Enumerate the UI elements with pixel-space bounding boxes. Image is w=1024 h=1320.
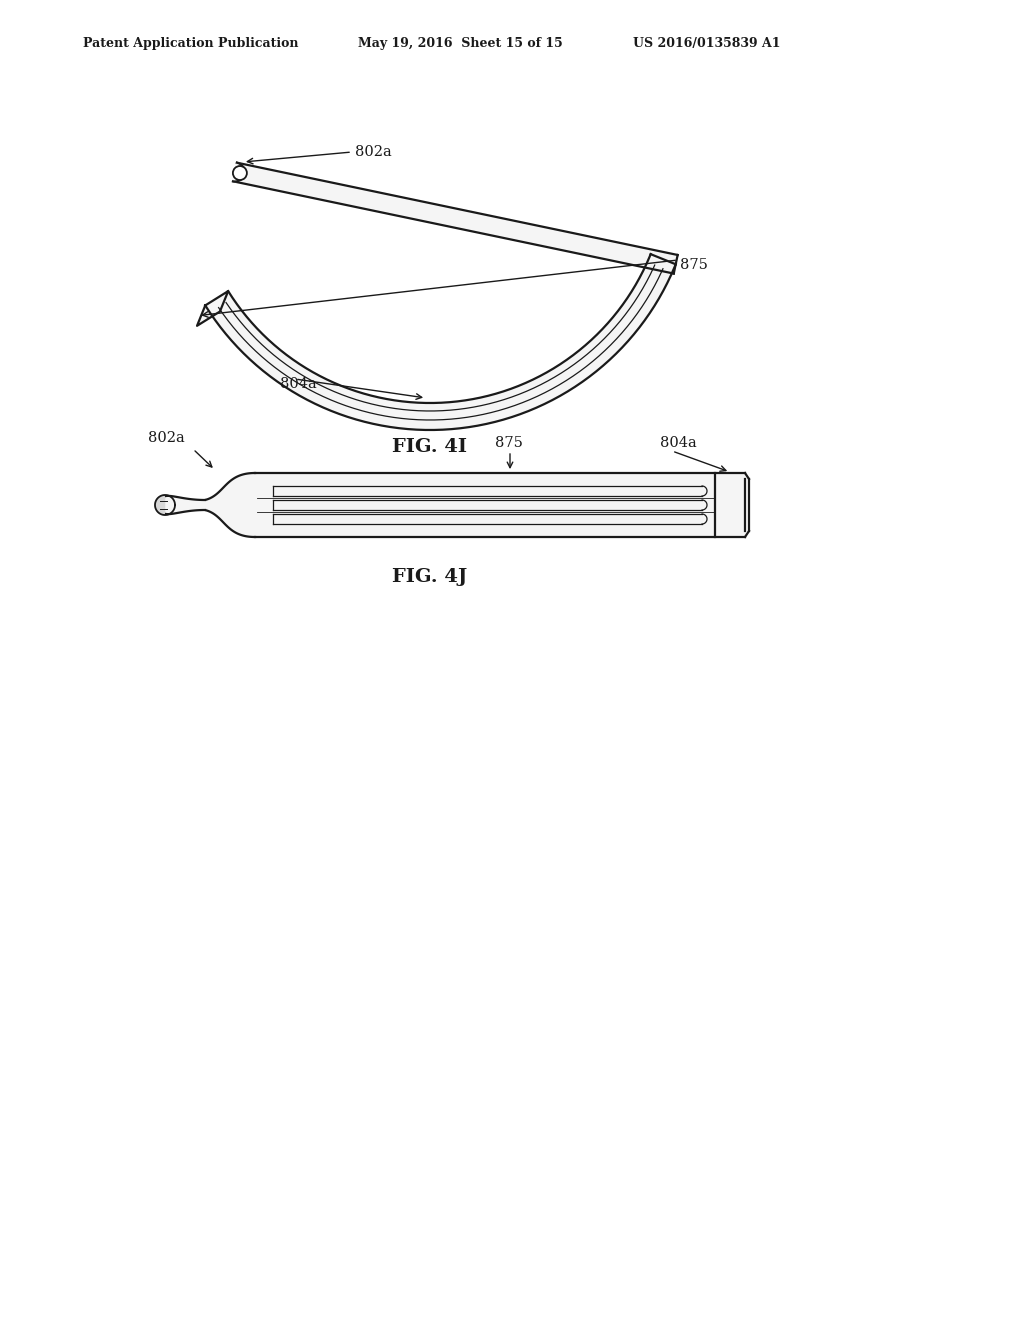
Circle shape [232, 166, 247, 180]
Polygon shape [205, 255, 676, 430]
Polygon shape [197, 292, 228, 326]
Text: 875: 875 [495, 436, 523, 450]
Text: US 2016/0135839 A1: US 2016/0135839 A1 [633, 37, 780, 50]
Text: May 19, 2016  Sheet 15 of 15: May 19, 2016 Sheet 15 of 15 [358, 37, 563, 50]
Polygon shape [166, 496, 205, 513]
Polygon shape [233, 162, 678, 273]
Text: FIG. 4J: FIG. 4J [392, 568, 468, 586]
Polygon shape [233, 162, 245, 181]
Text: Patent Application Publication: Patent Application Publication [83, 37, 299, 50]
Polygon shape [155, 495, 175, 515]
Polygon shape [205, 473, 255, 537]
Text: 802a: 802a [148, 432, 184, 445]
Text: 804a: 804a [280, 378, 316, 391]
Polygon shape [255, 473, 745, 537]
Text: 804a: 804a [660, 436, 696, 450]
Text: 802a: 802a [355, 145, 392, 158]
Text: FIG. 4I: FIG. 4I [392, 438, 468, 455]
Text: 875: 875 [680, 257, 708, 272]
